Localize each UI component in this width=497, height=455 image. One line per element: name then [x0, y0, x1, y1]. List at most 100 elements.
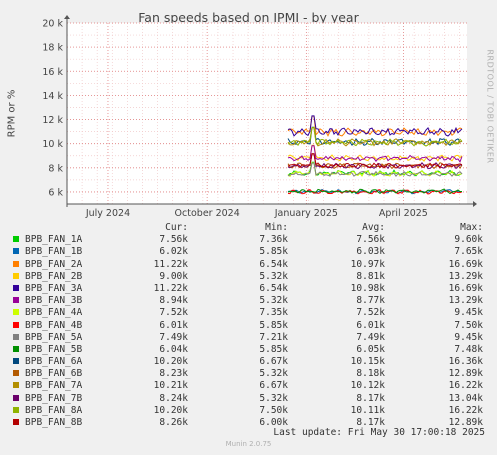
legend-avg-value: 8.17k	[356, 392, 385, 404]
y-tick-label: 14 k	[42, 91, 63, 102]
x-axis-arrow	[473, 201, 477, 207]
legend-header-row: Cur: Min: Avg: Max:	[12, 222, 487, 234]
legend-swatch	[13, 284, 19, 291]
legend: Cur: Min: Avg: Max: BPB_FAN_1A 7.56k 7.36k…	[12, 222, 487, 429]
legend-series-name: BPB_FAN_6B	[25, 368, 83, 380]
legend-avg-value: 10.11k	[350, 404, 385, 416]
legend-row: BPB_FAN_1B 6.02k 5.85k 6.03k 7.65k	[12, 246, 487, 258]
y-tick-label: 12 k	[42, 115, 63, 126]
x-tick-label: July 2024	[85, 208, 130, 219]
legend-row: BPB_FAN_8A 10.20k 7.50k 10.11k 16.22k	[12, 405, 487, 417]
series-line-bpb_fan_5b	[287, 188, 462, 195]
legend-series-name: BPB_FAN_4B	[25, 319, 83, 331]
legend-min-value: 7.50k	[259, 404, 288, 416]
legend-series-name: BPB_FAN_5A	[25, 331, 83, 343]
legend-row: BPB_FAN_5B 6.04k 5.85k 6.05k 7.48k	[12, 344, 487, 356]
legend-min-value: 6.00k	[259, 417, 288, 428]
legend-cur-value: 8.23k	[159, 368, 188, 380]
legend-cur-value: 8.26k	[159, 417, 188, 428]
x-tick-label: April 2025	[379, 208, 428, 219]
y-axis-arrow	[64, 15, 70, 19]
legend-swatch	[13, 236, 19, 243]
plot-area: 6 k 8 k 10 k 12 k 14 k 16 k 18 k 20 k July 2024 O…	[42, 15, 477, 219]
axis-layer: 6 k 8 k 10 k 12 k 14 k 16 k 18 k 20 k July 2024 O…	[42, 15, 477, 219]
legend-min-value: 5.32k	[259, 392, 288, 404]
legend-min-value: 5.85k	[259, 343, 288, 355]
legend-series-name: BPB_FAN_2A	[25, 258, 83, 270]
legend-swatch	[13, 297, 19, 304]
legend-max-value: 16.22k	[448, 380, 483, 392]
legend-series-name: BPB_FAN_4A	[25, 307, 83, 319]
legend-row: BPB_FAN_4A 7.52k 7.35k 7.52k 9.45k	[12, 307, 487, 319]
legend-min-value: 5.32k	[259, 270, 288, 282]
legend-row: BPB_FAN_5A 7.49k 7.21k 7.49k 9.45k	[12, 332, 487, 344]
legend-min-value: 5.85k	[259, 246, 288, 258]
series-line-bpb_fan_8a	[287, 127, 463, 147]
legend-avg-value: 6.03k	[356, 246, 385, 258]
legend-avg-value: 6.01k	[356, 319, 385, 331]
series-line-bpb_fan_4b	[287, 189, 463, 195]
legend-avg-value: 10.98k	[350, 282, 385, 294]
legend-cur-value: 8.94k	[159, 295, 188, 307]
series-line-bpb_fan_7b	[287, 153, 463, 170]
legend-row: BPB_FAN_6B 8.23k 5.32k 8.18k 12.89k	[12, 368, 487, 380]
y-tick-label: 18 k	[42, 43, 63, 54]
legend-min-value: 7.36k	[259, 234, 288, 246]
legend-max-value: 9.60k	[454, 234, 483, 246]
legend-row: BPB_FAN_2A 11.22k 6.54k 10.97k 16.69k	[12, 259, 487, 271]
legend-row: BPB_FAN_7B 8.24k 5.32k 8.17k 13.04k	[12, 393, 487, 405]
legend-row: BPB_FAN_1A 7.56k 7.36k 7.56k 9.60k	[12, 234, 487, 246]
x-tick-label: October 2024	[175, 208, 240, 219]
legend-row: BPB_FAN_3A 11.22k 6.54k 10.98k 16.69k	[12, 283, 487, 295]
series-line-bpb_fan_6a	[287, 126, 463, 147]
y-tick-label: 16 k	[42, 67, 63, 78]
legend-series-name: BPB_FAN_1B	[25, 246, 83, 258]
legend-swatch	[13, 260, 19, 267]
legend-swatch	[13, 333, 19, 340]
legend-cur-value: 10.20k	[153, 404, 188, 416]
plot-background	[67, 23, 467, 204]
legend-avg-value: 6.05k	[356, 343, 385, 355]
legend-min-value: 6.54k	[259, 282, 288, 294]
legend-series-name: BPB_FAN_3A	[25, 282, 83, 294]
legend-avg-value: 8.18k	[356, 368, 385, 380]
legend-cur-value: 10.21k	[153, 380, 188, 392]
series-line-bpb_fan_6b	[287, 153, 463, 170]
legend-series-name: BPB_FAN_3B	[25, 295, 83, 307]
legend-row: BPB_FAN_2B 9.00k 5.32k 8.81k 13.29k	[12, 271, 487, 283]
legend-swatch	[13, 394, 19, 401]
legend-row: BPB_FAN_3B 8.94k 5.32k 8.77k 13.29k	[12, 295, 487, 307]
x-tick-label: January 2025	[274, 208, 338, 219]
legend-max-value: 16.22k	[448, 404, 483, 416]
legend-cur-value: 6.01k	[159, 319, 188, 331]
legend-max-value: 7.48k	[454, 343, 483, 355]
legend-max-value: 12.89k	[448, 368, 483, 380]
legend-min-value: 7.35k	[259, 307, 288, 319]
legend-swatch	[13, 419, 19, 425]
legend-min-value: 5.32k	[259, 368, 288, 380]
legend-avg-value: 8.17k	[356, 417, 385, 428]
legend-avg-value: 8.77k	[356, 295, 385, 307]
y-tick-label: 8 k	[48, 163, 63, 174]
legend-max-value: 13.29k	[448, 270, 483, 282]
legend-row: BPB_FAN_7A 10.21k 6.67k 10.12k 16.22k	[12, 380, 487, 392]
legend-header-avg: Avg:	[362, 222, 385, 233]
legend-max-value: 7.65k	[454, 246, 483, 258]
legend-series-name: BPB_FAN_7B	[25, 392, 83, 404]
chart-title: Fan speeds based on IPMI - by year	[138, 10, 359, 25]
legend-cur-value: 9.00k	[159, 270, 188, 282]
legend-cur-value: 10.20k	[153, 356, 188, 368]
legend-max-value: 16.36k	[448, 356, 483, 368]
legend-series-name: BPB_FAN_8A	[25, 404, 83, 416]
legend-cur-value: 7.56k	[159, 234, 188, 246]
series-line-bpb_fan_8b	[287, 153, 463, 169]
legend-cur-value: 6.02k	[159, 246, 188, 258]
legend-max-value: 12.89k	[448, 417, 483, 428]
legend-min-value: 6.67k	[259, 380, 288, 392]
series-line-bpb_fan_2a	[287, 115, 463, 137]
legend-swatch	[13, 345, 19, 352]
legend-avg-value: 7.49k	[356, 331, 385, 343]
legend-series-name: BPB_FAN_1A	[25, 234, 83, 246]
legend-max-value: 9.45k	[454, 331, 483, 343]
legend-swatch	[13, 370, 19, 377]
